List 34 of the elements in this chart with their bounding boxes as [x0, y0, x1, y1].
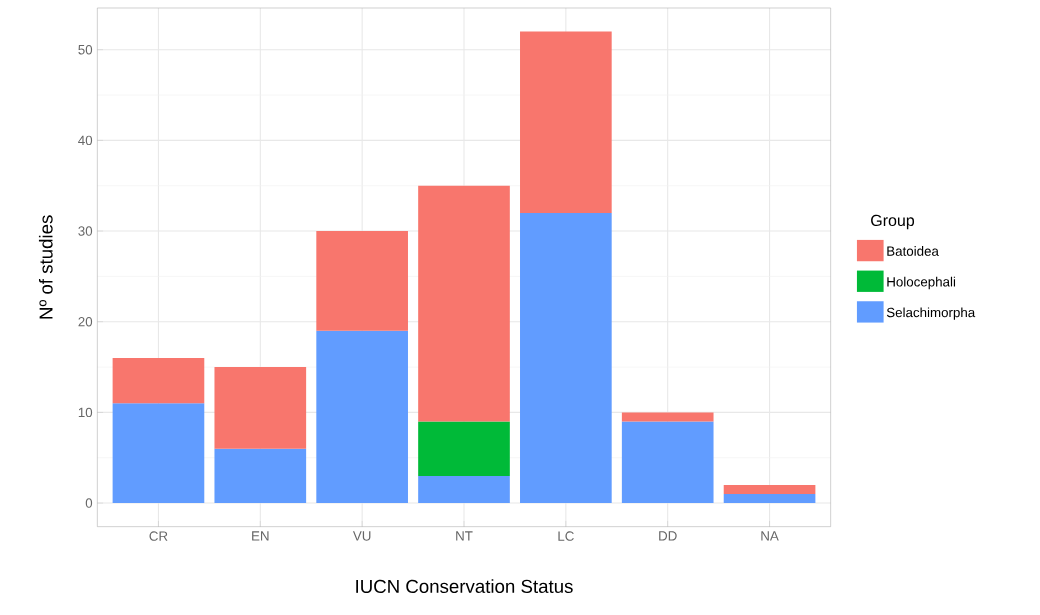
bar [520, 213, 612, 504]
legend-label: Holocephali [887, 276, 956, 290]
x-tick-label: LC [558, 531, 574, 541]
x-tick-label: NA [761, 531, 779, 541]
y-tick-label: 50 [78, 45, 93, 55]
x-tick-label: CR [149, 531, 168, 541]
bar [316, 330, 408, 504]
x-axis-title: IUCN Conservation Status [356, 579, 573, 594]
x-tick-label: DD [659, 531, 677, 541]
bar [214, 367, 307, 449]
y-tick-label: 10 [78, 407, 93, 418]
y-tick-label: 0 [85, 498, 93, 508]
x-tick-label: VU [352, 531, 371, 541]
legend-label: Batoidea [887, 246, 939, 257]
legend-title: Group [871, 214, 915, 230]
bar [723, 485, 816, 495]
x-tick-label: NT [456, 531, 473, 541]
bar [520, 31, 612, 214]
bar [621, 421, 714, 504]
y-tick-label: 30 [78, 226, 93, 236]
bar [214, 448, 307, 504]
y-axis-title: Nº of studies [38, 215, 53, 319]
bar [418, 421, 510, 477]
legend-label: Selachimorpha [886, 307, 976, 321]
y-tick-label: 40 [78, 135, 93, 146]
bar [112, 358, 205, 404]
bar [112, 403, 205, 504]
bar [723, 494, 816, 504]
bar [316, 231, 408, 331]
x-tick-label: EN [252, 531, 269, 541]
y-tick-label: 20 [78, 317, 93, 327]
bar [621, 412, 714, 422]
bar [418, 185, 510, 422]
bar [418, 476, 510, 504]
